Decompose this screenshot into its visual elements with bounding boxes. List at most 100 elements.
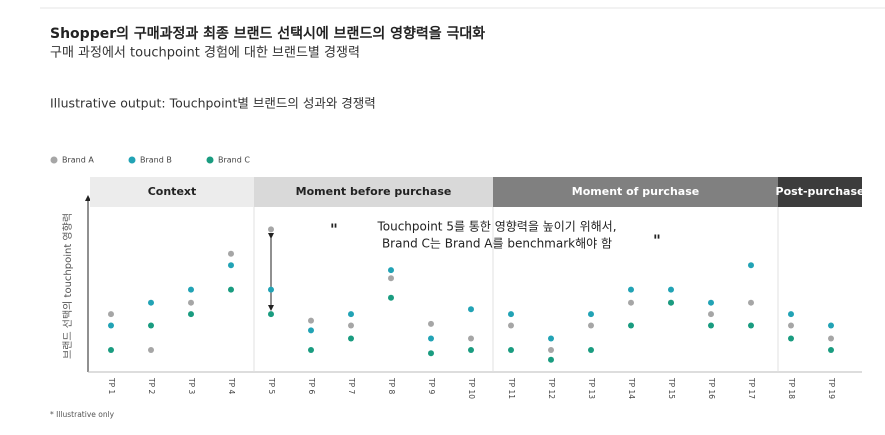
dot [268,311,274,318]
dot [588,322,594,329]
phase-header [778,177,862,207]
dot [628,286,634,293]
dot [708,311,714,318]
x-tick-label: TP 1 [107,377,116,394]
dot [348,311,354,318]
x-tick-label: TP 2 [147,377,156,394]
x-tick-label: TP 19 [827,377,836,399]
dot [268,286,274,293]
footnote: * Illustrative only [50,410,115,419]
dot [788,322,794,329]
x-tick-label: TP 7 [347,377,356,394]
x-tick-label: TP 5 [267,377,276,394]
dot [148,322,154,329]
dot [108,346,114,353]
x-tick-label: TP 6 [307,377,316,394]
dot [668,286,674,293]
phase-label: Context [148,185,197,198]
legend-label: Brand B [140,156,172,165]
x-tick-label: TP 14 [627,377,636,399]
phase-label: Moment before purchase [296,185,452,198]
x-tick-label: TP 13 [587,377,596,399]
legend-swatch [128,156,136,164]
dot [388,275,394,282]
dot [388,294,394,301]
x-tick-label: TP 15 [667,377,676,399]
dot [308,317,314,324]
dot [468,335,474,342]
phase-label: Post-purchase [776,185,865,198]
dot [108,322,114,329]
dot [828,346,834,353]
dot [188,286,194,293]
dot [228,250,234,257]
caption: Illustrative output: Touchpoint별 브랜드의 성과… [50,96,376,111]
dot [388,267,394,274]
subtitle: 구매 과정에서 touchpoint 경험에 대한 브랜드별 경쟁력 [50,46,360,61]
legend-swatch [50,156,58,164]
dot [828,335,834,342]
phase-header [254,177,493,207]
dot [628,322,634,329]
x-tick-label: TP 9 [427,377,436,394]
dot [788,311,794,318]
phase-label: Moment of purchase [572,185,699,198]
dot [148,346,154,353]
dot [508,311,514,318]
phase-header [90,177,254,207]
dot [668,299,674,306]
dot [788,335,794,342]
dot [228,262,234,269]
legend-swatch [206,156,214,164]
x-tick-label: TP 3 [187,377,196,394]
dot [228,286,234,293]
title: Shopper의 구매과정과 최종 브랜드 선택시에 브랜드의 영향력을 극대화 [50,25,485,42]
y-axis-label: 브랜드 선택의 touchpoint 영향력 [62,213,74,359]
x-tick-label: TP 10 [467,377,476,399]
quote-mark: " [330,221,338,239]
phase-header [493,177,778,207]
dot [428,350,434,357]
dot [548,335,554,342]
dot [348,322,354,329]
dot [108,311,114,318]
dot [588,311,594,318]
x-tick-label: TP 16 [707,377,716,399]
dot [348,335,354,342]
dot [268,226,274,233]
x-tick-label: TP 11 [507,377,516,399]
dot [468,346,474,353]
dot [428,335,434,342]
x-tick-label: TP 8 [387,377,396,394]
legend-label: Brand A [62,156,94,165]
dot [828,322,834,329]
dot [708,299,714,306]
x-tick-label: TP 17 [747,377,756,399]
quote-mark: " [653,232,661,250]
dot [148,299,154,306]
x-tick-label: TP 4 [227,377,236,394]
dot [188,299,194,306]
dot [548,356,554,363]
dot [508,346,514,353]
dot [748,299,754,306]
annotation-line: Touchpoint 5를 통한 영향력을 높이기 위해서, [376,220,616,234]
dot [628,299,634,306]
dot [188,311,194,318]
x-tick-label: TP 18 [787,377,796,399]
dot [548,346,554,353]
dot [428,320,434,327]
dot [508,322,514,329]
x-tick-label: TP 12 [547,377,556,399]
annotation-line: Brand C는 Brand A를 benchmark해야 함 [382,237,612,251]
dot [308,346,314,353]
legend-label: Brand C [218,156,250,165]
dot [308,327,314,334]
dot [468,306,474,313]
dot [588,346,594,353]
dot [748,322,754,329]
dot [708,322,714,329]
dot [748,262,754,269]
